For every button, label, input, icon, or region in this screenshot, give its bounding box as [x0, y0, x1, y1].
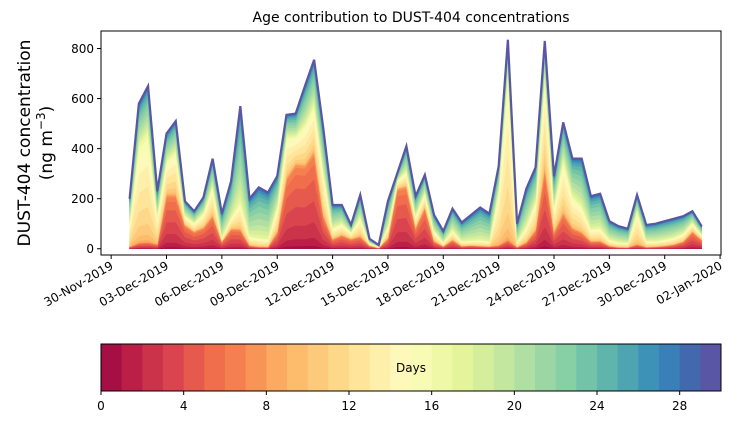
colorbar-segment — [597, 344, 619, 391]
colorbar-segment — [328, 344, 350, 391]
chart-title: Age contribution to DUST-404 concentrati… — [253, 10, 570, 26]
y-tick-label: 800 — [71, 42, 94, 56]
colorbar-segment — [617, 344, 639, 391]
colorbar-segment — [514, 344, 536, 391]
colorbar-tick-label: 0 — [97, 399, 105, 413]
colorbar-segment — [225, 344, 247, 391]
colorbar-segment — [266, 344, 288, 391]
colorbar-segment — [349, 344, 371, 391]
colorbar-tick-label: 12 — [341, 399, 356, 413]
colorbar-segment — [163, 344, 185, 391]
y-axis-label: DUST-404 concentration (ng m−3) — [15, 40, 57, 247]
colorbar-tick-label: 16 — [424, 399, 439, 413]
y-axis-unit-exponent: −3 — [34, 112, 48, 130]
colorbar-segment — [142, 344, 164, 391]
plot-frame — [100, 30, 722, 256]
colorbar-segment — [493, 344, 515, 391]
x-axis: 30-Nov-201903-Dec-201906-Dec-201909-Dec-… — [41, 255, 725, 309]
y-axis-label-line2: (ng m−3) — [34, 106, 57, 181]
colorbar-tick-label: 24 — [589, 399, 604, 413]
colorbar-segment — [204, 344, 226, 391]
y-axis: 0 200 400 600 800 — [71, 42, 101, 256]
colorbar-segment — [638, 344, 660, 391]
colorbar-segment — [659, 344, 681, 391]
colorbar-segment — [390, 344, 412, 391]
y-tick-label: 0 — [86, 242, 94, 256]
colorbar-ticks: 0 4 8 12 16 20 24 28 — [97, 391, 687, 413]
y-tick-label: 600 — [71, 92, 94, 106]
colorbar-segment — [700, 344, 722, 391]
colorbar-segment — [183, 344, 205, 391]
y-tick-label: 400 — [71, 142, 94, 156]
colorbar-tick-label: 28 — [672, 399, 687, 413]
colorbar-segment — [535, 344, 557, 391]
colorbar-tick-label: 20 — [507, 399, 522, 413]
colorbar — [101, 344, 722, 391]
total-outline — [128, 39, 703, 247]
colorbar-frame — [100, 343, 722, 392]
y-axis-unit: (ng m — [37, 130, 57, 180]
colorbar-segment — [473, 344, 495, 391]
stacked-area-layers — [128, 39, 703, 250]
y-tick-label: 200 — [71, 192, 94, 206]
colorbar-segment — [576, 344, 598, 391]
colorbar-tick-label: 8 — [263, 399, 271, 413]
colorbar-segment — [452, 344, 474, 391]
colorbar-segment — [307, 344, 329, 391]
colorbar-segment — [555, 344, 577, 391]
colorbar-segment — [679, 344, 701, 391]
colorbar-segment — [101, 344, 123, 391]
y-axis-unit-close: ) — [37, 106, 57, 113]
colorbar-segment — [369, 344, 391, 391]
colorbar-label: Days — [396, 361, 426, 375]
y-axis-label-line1: DUST-404 concentration — [15, 40, 35, 247]
colorbar-tick-label: 4 — [180, 399, 188, 413]
colorbar-segment — [431, 344, 453, 391]
colorbar-segment — [245, 344, 267, 391]
colorbar-segment — [411, 344, 433, 391]
colorbar-segment — [287, 344, 309, 391]
colorbar-segment — [121, 344, 143, 391]
